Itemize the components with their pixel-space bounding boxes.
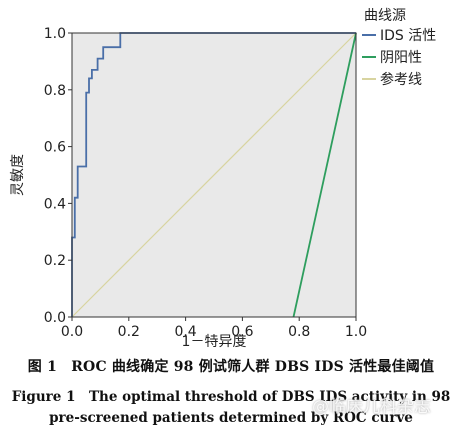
legend-title: 曲线源: [364, 8, 406, 24]
legend-label: IDS 活性: [380, 28, 436, 44]
y-axis-title: 灵敏度: [10, 154, 26, 196]
figure-caption-english-line1: Figure 1 The optimal threshold of DBS ID…: [11, 389, 451, 405]
plot-border: [71, 32, 357, 318]
legend-label: 阴阳性: [380, 50, 422, 66]
roc-chart: 0.0 0.2 0.4 0.6 0.8 1.0 0.0 0.2 0.4 0.6 0.8 1.0 1－…: [10, 8, 436, 350]
x-axis-title: 1－特异度: [182, 334, 247, 350]
x-tick-label: 1.0: [345, 324, 367, 340]
figure-caption-chinese: 图 1 ROC 曲线确定 98 例试筛人群 DBS IDS 活性最佳阈值: [27, 359, 435, 375]
x-tick-label: 0.6: [231, 324, 253, 340]
x-tick-label: 0.8: [288, 324, 310, 340]
x-tick-label: 0.2: [118, 324, 140, 340]
series-line-ids-activity: [71, 32, 356, 317]
x-tick-label: 0.4: [174, 324, 196, 340]
y-tick-label: 0.4: [44, 196, 66, 212]
x-tick-label: 0.0: [61, 324, 83, 340]
y-tick-label: 0.8: [44, 83, 66, 99]
watermark: @临床儿科杂志: [312, 397, 431, 417]
y-tick-label: 1.0: [44, 26, 66, 42]
series-line-reference: [71, 32, 357, 318]
y-tick-label: 0.0: [44, 310, 66, 326]
y-tick-label: 0.2: [44, 253, 66, 269]
y-tick-label: 0.6: [44, 140, 66, 156]
figure-caption-english-line2: pre-screened patients determined by ROC …: [49, 410, 413, 426]
series-line-positive-negative: [292, 32, 357, 318]
legend-label: 参考线: [380, 71, 422, 88]
